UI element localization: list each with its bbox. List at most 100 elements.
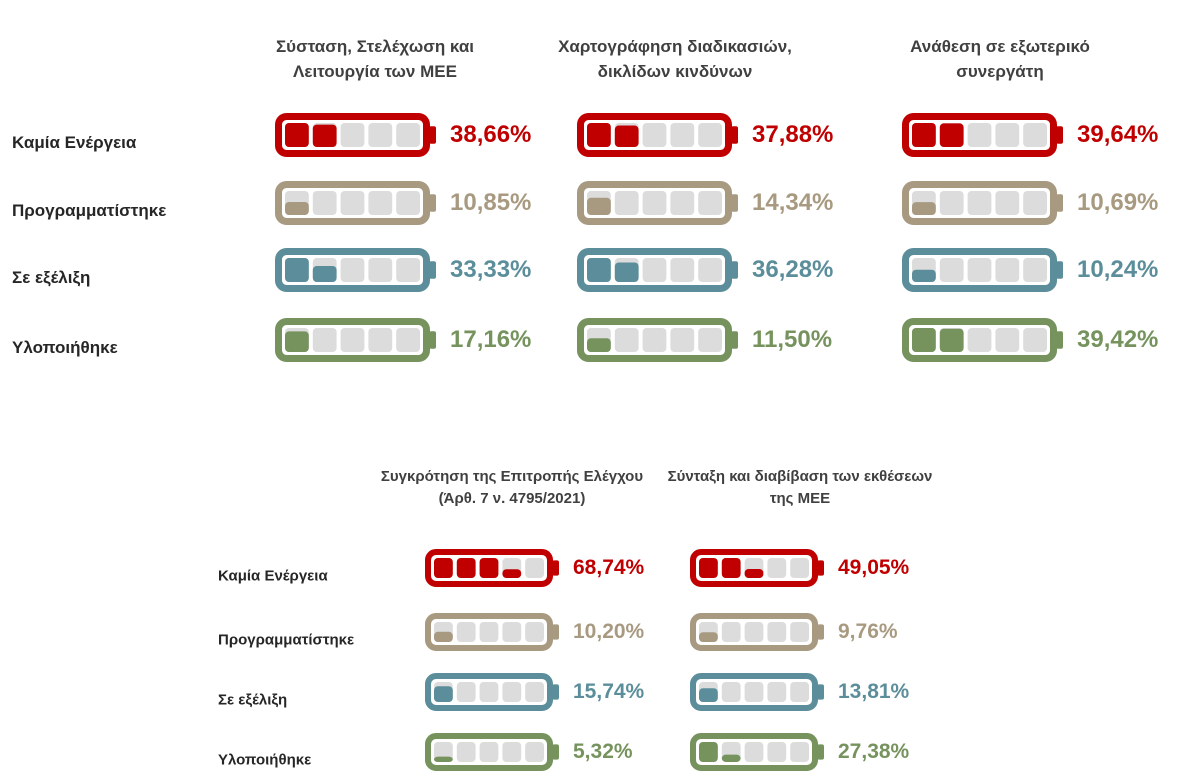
battery-fill <box>587 258 639 282</box>
battery-fill <box>699 688 718 702</box>
battery-nub <box>817 624 824 640</box>
battery-cell <box>456 742 476 762</box>
battery-cell-fill <box>312 266 337 282</box>
battery-fill <box>434 756 453 762</box>
battery-cell <box>939 191 964 215</box>
battery-cell-fill <box>699 558 718 578</box>
battery-cell-fill <box>285 123 309 147</box>
battery-cell-fill <box>502 569 522 578</box>
battery-cell-fill <box>587 123 611 147</box>
battery-cell <box>525 558 544 578</box>
battery-cell <box>790 682 809 702</box>
battery-cell <box>744 682 764 702</box>
battery <box>425 549 559 587</box>
battery-cell <box>698 328 722 352</box>
battery-cell <box>502 622 522 642</box>
group-title: Σύσταση, Στελέχωση και Λειτουργία των ΜΕ… <box>275 36 475 81</box>
battery <box>690 733 824 771</box>
row-label: Υλοποιήθηκε <box>12 338 118 357</box>
battery-cell <box>670 328 695 352</box>
battery-cell-fill <box>285 201 309 215</box>
battery <box>902 181 1063 225</box>
battery-cell <box>698 123 722 147</box>
value-label: 10,69% <box>1077 189 1159 216</box>
battery <box>902 113 1063 157</box>
battery-cell-fill <box>699 688 718 702</box>
battery-cell <box>396 258 420 282</box>
battery <box>690 673 824 711</box>
row-label: Καμία Ενέργεια <box>218 567 328 585</box>
battery-cell <box>767 558 787 578</box>
battery-cell-fill <box>587 338 611 352</box>
value-label: 49,05% <box>838 556 910 579</box>
row-label: Προγραμματίστηκε <box>218 631 355 649</box>
value-label: 15,74% <box>573 680 645 703</box>
battery-cell <box>1023 191 1047 215</box>
battery-fill <box>699 742 741 762</box>
battery-nub <box>731 126 738 144</box>
battery-nub <box>1056 261 1063 279</box>
battery-cell <box>502 742 522 762</box>
battery-cell <box>479 682 499 702</box>
battery-cell <box>642 191 667 215</box>
battery-fill <box>912 123 964 147</box>
battery-nub <box>1056 194 1063 212</box>
battery <box>425 673 559 711</box>
value-label: 14,34% <box>752 189 834 216</box>
battery-cell-fill <box>744 568 764 578</box>
value-label: 38,66% <box>450 121 532 148</box>
battery-cell <box>525 682 544 702</box>
battery <box>275 113 436 157</box>
value-label: 10,24% <box>1077 256 1159 283</box>
battery-fill <box>434 558 522 578</box>
group-title: Ανάθεση σε εξωτερικό συνεργάτη <box>910 36 1090 81</box>
battery <box>577 248 738 292</box>
battery-cell-fill <box>587 197 611 215</box>
row-label: Σε εξέλιξη <box>218 691 288 709</box>
battery-cell-fill <box>434 686 453 702</box>
battery-fill <box>434 686 453 702</box>
battery <box>577 181 738 225</box>
battery-cell <box>767 622 787 642</box>
battery-nub <box>429 194 436 212</box>
battery-cell-fill <box>699 632 718 642</box>
battery-cell <box>642 258 667 282</box>
battery-cell-fill <box>721 754 741 762</box>
battery-cell-fill <box>285 258 309 282</box>
value-label: 5,32% <box>573 740 633 763</box>
battery-cell <box>368 328 393 352</box>
battery-cell <box>479 742 499 762</box>
battery-nub <box>552 560 559 576</box>
battery-cell <box>721 622 741 642</box>
battery-cell <box>525 742 544 762</box>
battery-fill <box>587 123 639 147</box>
battery-fill <box>587 338 611 352</box>
battery-cell <box>967 328 992 352</box>
battery-cell <box>670 191 695 215</box>
battery-cell <box>525 622 544 642</box>
value-label: 10,85% <box>450 189 532 216</box>
battery-cell-fill <box>285 331 309 352</box>
battery-cell <box>312 328 337 352</box>
battery-cell <box>967 191 992 215</box>
battery-cell <box>340 328 365 352</box>
battery-cell <box>790 558 809 578</box>
battery-fill <box>912 328 964 352</box>
battery-cell-fill <box>912 328 936 352</box>
battery-fill <box>285 123 337 147</box>
battery-cell-fill <box>912 202 936 215</box>
battery-cell <box>790 622 809 642</box>
battery-cell-fill <box>699 742 718 762</box>
battery-cell <box>614 191 639 215</box>
battery <box>690 549 824 587</box>
battery-cell <box>340 191 365 215</box>
row-label: Υλοποιήθηκε <box>218 751 312 769</box>
value-label: 17,16% <box>450 326 532 353</box>
battery-cell <box>698 258 722 282</box>
battery <box>275 181 436 225</box>
battery-nub <box>817 684 824 700</box>
group-title: Σύνταξη και διαβίβαση των εκθέσεων της Μ… <box>667 468 933 507</box>
battery-fill <box>912 269 936 282</box>
value-label: 36,28% <box>752 256 834 283</box>
battery-cell <box>939 258 964 282</box>
